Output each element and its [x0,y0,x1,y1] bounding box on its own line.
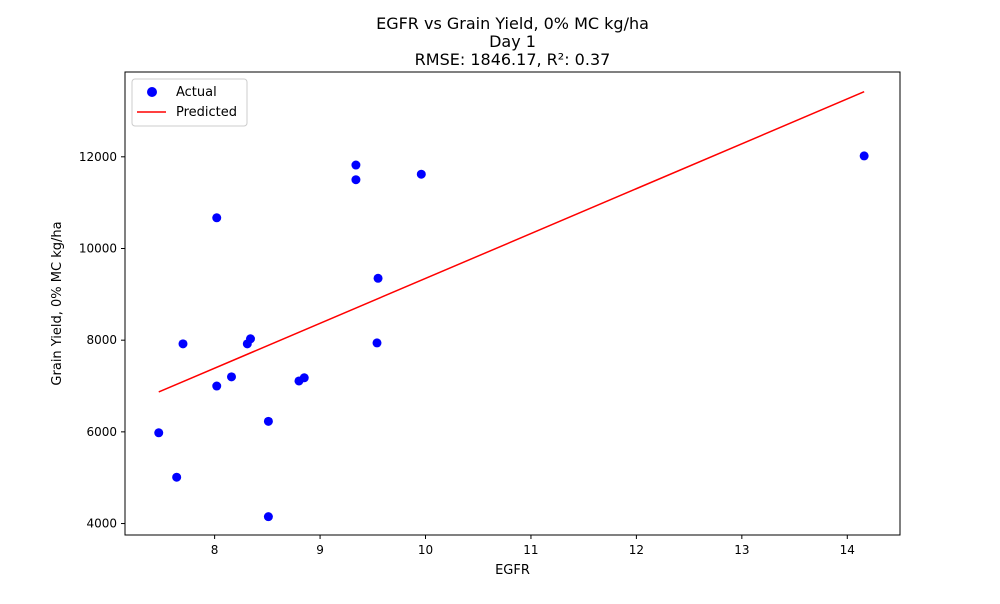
y-tick-label: 4000 [86,517,117,531]
actual-point [172,472,182,482]
y-axis-label: Grain Yield, 0% MC kg/ha [50,221,65,385]
legend-marker-actual [147,87,157,97]
x-tick-label: 8 [211,543,219,557]
x-tick-label: 9 [316,543,324,557]
chart-title-line-3: RMSE: 1846.17, R²: 0.37 [415,50,611,69]
predicted-line [158,91,865,393]
actual-point [416,169,426,179]
legend-box [131,78,248,127]
chart-marks [154,91,869,522]
y-tick-label: 6000 [86,425,117,439]
actual-point [299,373,309,383]
legend-label-actual: Actual [176,85,217,100]
actual-point [859,151,869,161]
y-tick-label: 12000 [79,150,117,164]
x-tick-label: 10 [418,543,433,557]
y-tick-label: 8000 [86,333,117,347]
actual-point [372,338,382,348]
legend: Actual Predicted [131,78,248,127]
actual-point [212,381,222,391]
y-tick-label: 10000 [79,241,117,255]
chart-title-line-1: EGFR vs Grain Yield, 0% MC kg/ha [376,14,649,33]
actual-point [373,273,383,283]
plot-frame [124,71,901,536]
actual-point [351,175,361,185]
x-tick-label: 14 [840,543,855,557]
actual-point [263,416,273,426]
actual-point [178,339,188,349]
actual-point [351,160,361,170]
x-axis-label: EGFR [495,563,530,578]
legend-label-predicted: Predicted [176,105,237,120]
actual-point [212,213,222,223]
x-tick-label: 11 [523,543,538,557]
x-tick-label: 13 [734,543,749,557]
chart-title-line-2: Day 1 [489,32,536,51]
axis-ticks: 8 9 10 11 12 13 14 4000 6000 8000 10000 12000 [79,150,855,557]
actual-point [245,334,255,344]
x-tick-label: 12 [629,543,644,557]
actual-point [226,372,236,382]
actual-point [154,428,164,438]
actual-point [263,512,273,522]
